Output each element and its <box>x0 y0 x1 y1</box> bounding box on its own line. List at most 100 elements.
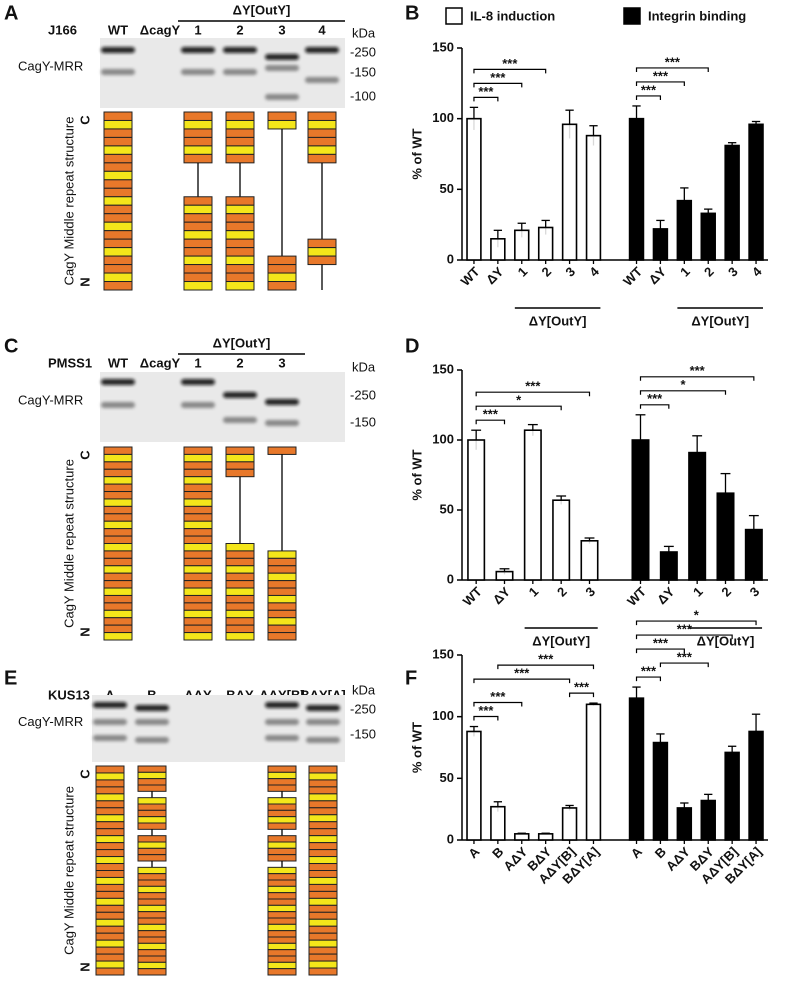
repeat-box <box>137 879 167 887</box>
x-tick-label: 3 <box>562 264 578 280</box>
repeat-box <box>137 816 167 824</box>
repeat-box <box>95 828 125 837</box>
y-axis-label: % of WT <box>409 449 424 500</box>
repeat-box <box>183 609 213 619</box>
repeat-box <box>103 476 133 485</box>
repeat-box <box>267 609 297 619</box>
repeat-box <box>183 602 213 611</box>
significance-bracket <box>473 715 499 721</box>
bar <box>523 429 542 581</box>
repeat-box <box>137 873 167 881</box>
blot <box>92 695 345 762</box>
repeat-box <box>308 967 338 976</box>
repeat-box <box>95 849 125 858</box>
lane-label: 1 <box>194 355 201 370</box>
significance-label: *** <box>665 54 681 69</box>
repeat-box <box>103 247 133 257</box>
significance-bracket <box>635 95 662 100</box>
y-axis-label: % of WT <box>409 128 424 179</box>
repeat-box <box>225 247 255 257</box>
repeat-box <box>308 925 338 934</box>
blot-band <box>265 65 299 71</box>
repeat-box <box>103 580 133 589</box>
repeat-box <box>267 784 297 792</box>
repeat-box <box>183 145 213 155</box>
blot-band <box>101 47 135 53</box>
repeat-box <box>267 961 297 970</box>
repeat-box <box>225 213 255 223</box>
repeat-box <box>308 842 338 851</box>
repeat-box <box>225 580 255 589</box>
bar <box>631 439 650 581</box>
x-tick-label: 3 <box>747 584 763 600</box>
repeat-box <box>103 491 133 500</box>
repeat-box <box>103 528 133 537</box>
repeat-box <box>225 565 255 574</box>
significance-bracket <box>473 96 499 102</box>
repeat-box <box>103 145 133 155</box>
lane-label: ΔcagY <box>140 355 181 370</box>
repeat-box <box>308 960 338 969</box>
repeat-box <box>103 513 133 522</box>
repeat-box <box>308 863 338 871</box>
significance-label: *** <box>490 70 506 85</box>
repeat-box <box>137 854 167 862</box>
repeat-box <box>267 923 297 932</box>
repeat-box <box>137 930 167 938</box>
repeat-box <box>225 446 255 455</box>
blot-band <box>135 705 169 711</box>
repeat-box <box>137 955 167 963</box>
repeat-box <box>95 800 125 809</box>
repeat-box <box>183 255 213 266</box>
y-tick-label: 100 <box>432 110 454 125</box>
bar <box>580 539 599 581</box>
repeat-box <box>103 170 133 181</box>
repeat-box <box>267 550 297 559</box>
repeat-box <box>137 778 167 786</box>
repeat-box <box>137 892 167 900</box>
x-tick-label: 1 <box>690 584 706 600</box>
repeat-box <box>307 153 337 164</box>
blot-band <box>101 379 135 385</box>
kda-label: kDa <box>352 682 376 697</box>
significance-label: *** <box>502 56 518 71</box>
legend-swatch <box>445 7 463 25</box>
repeat-box <box>183 557 213 567</box>
repeat-box <box>225 572 255 582</box>
repeat-box <box>183 483 213 493</box>
repeat-box <box>267 911 297 919</box>
significance-bracket <box>635 67 709 72</box>
significance-label: * <box>516 393 522 408</box>
significance-bracket <box>639 390 727 395</box>
repeat-box <box>103 624 133 634</box>
repeat-box <box>267 816 297 824</box>
repeat-box <box>267 803 297 811</box>
repeat-box <box>95 897 125 906</box>
repeat-box <box>308 876 338 885</box>
blot-band <box>306 719 340 725</box>
x-tick-label: 1 <box>515 264 531 280</box>
y-tick-label: 50 <box>440 501 454 516</box>
repeat-box <box>267 797 297 805</box>
bar <box>561 123 578 261</box>
bar <box>490 805 506 841</box>
x-tick-label: WT <box>460 584 485 609</box>
repeat-box <box>183 468 213 478</box>
repeat-box <box>103 162 133 172</box>
repeat-box <box>183 111 213 121</box>
marker-label: -250 <box>350 387 376 402</box>
repeat-box <box>103 238 133 249</box>
repeat-box <box>103 111 133 121</box>
repeat-box <box>308 835 338 844</box>
significance-label: *** <box>514 666 530 681</box>
x-tick-label: WT <box>620 264 645 289</box>
repeat-box <box>183 461 213 470</box>
repeat-box <box>267 587 297 596</box>
repeat-box <box>137 968 167 976</box>
repeat-box <box>95 807 125 816</box>
lane-label: 4 <box>318 22 326 37</box>
bar <box>688 451 707 581</box>
blot-band <box>181 47 215 53</box>
significance-bracket <box>473 82 523 88</box>
repeat-box <box>225 594 255 604</box>
